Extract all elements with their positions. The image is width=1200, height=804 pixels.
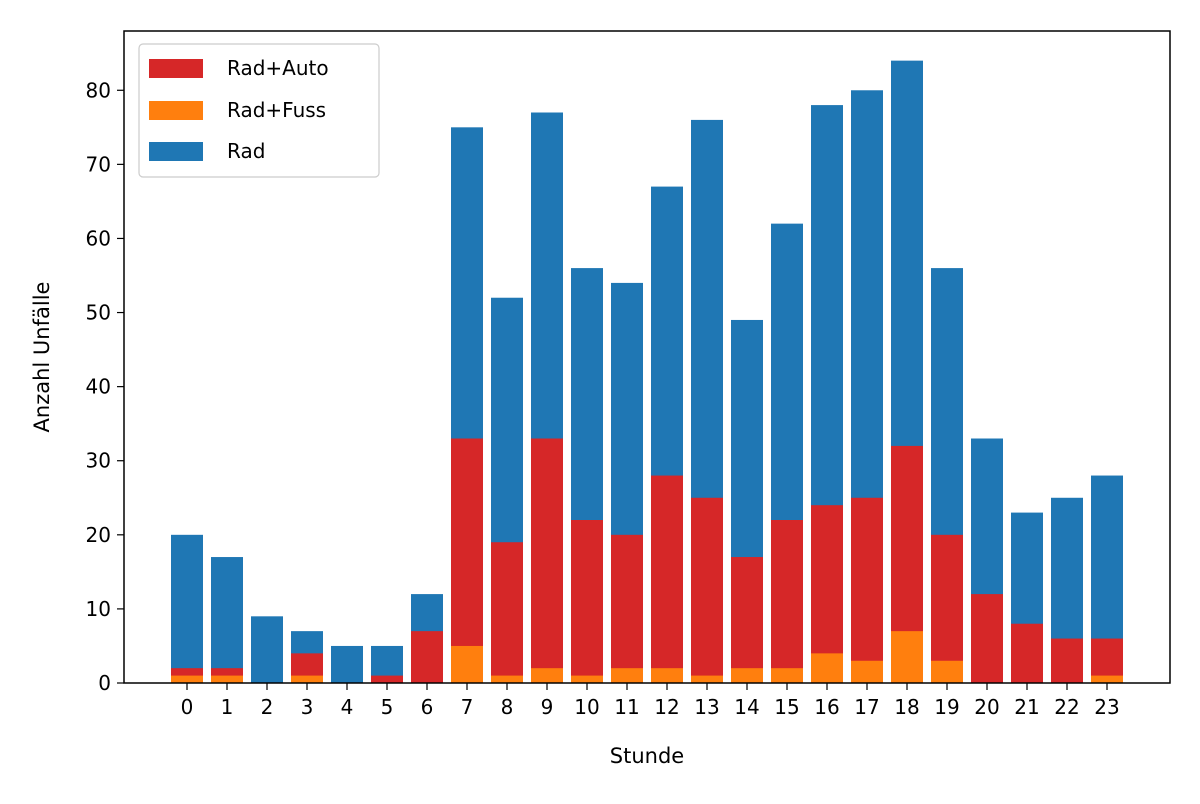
x-tick-label-20: 20 — [974, 695, 999, 719]
y-tick-label-80: 80 — [86, 78, 111, 102]
x-tick-label-22: 22 — [1054, 695, 1079, 719]
x-tick-label-3: 3 — [301, 695, 314, 719]
bar-rad-fuss-11 — [611, 668, 643, 683]
bar-rad-auto-12 — [651, 475, 683, 683]
bar-rad-fuss-23 — [1091, 675, 1123, 683]
bar-rad-2 — [251, 616, 283, 683]
x-axis-label: Stunde — [610, 744, 684, 768]
x-tick-label-23: 23 — [1094, 695, 1119, 719]
y-axis-label: Anzahl Unfälle — [30, 282, 54, 433]
x-tick-label-4: 4 — [341, 695, 354, 719]
bar-rad-auto-5 — [371, 675, 403, 683]
bar-rad-fuss-14 — [731, 668, 763, 683]
y-tick-label-30: 30 — [86, 449, 111, 473]
x-tick-label-18: 18 — [894, 695, 919, 719]
bar-rad-fuss-12 — [651, 668, 683, 683]
x-tick-label-9: 9 — [541, 695, 554, 719]
bar-rad-4 — [331, 645, 363, 683]
legend-swatch-rad — [149, 142, 203, 161]
x-tick-label-6: 6 — [421, 695, 434, 719]
bar-rad-auto-8 — [491, 542, 523, 683]
bar-rad-auto-17 — [851, 497, 883, 683]
bar-rad-auto-10 — [571, 520, 603, 683]
legend: Rad+Auto Rad+Fuss Rad — [138, 43, 380, 178]
y-tick-label-20: 20 — [86, 523, 111, 547]
y-tick-label-10: 10 — [86, 597, 111, 621]
bar-rad-fuss-0 — [171, 675, 203, 683]
legend-label-rad-auto: Rad+Auto — [227, 56, 329, 80]
y-tick-label-40: 40 — [86, 375, 111, 399]
x-tick-label-12: 12 — [654, 695, 679, 719]
legend-label-rad-fuss: Rad+Fuss — [227, 98, 326, 122]
bar-rad-fuss-7 — [451, 645, 483, 683]
bar-rad-auto-15 — [771, 520, 803, 683]
x-tick-label-14: 14 — [734, 695, 759, 719]
x-tick-label-0: 0 — [181, 695, 194, 719]
bar-rad-fuss-3 — [291, 675, 323, 683]
bar-rad-fuss-10 — [571, 675, 603, 683]
bar-rad-auto-21 — [1011, 623, 1043, 683]
bar-rad-0 — [171, 534, 203, 683]
bar-rad-1 — [211, 557, 243, 683]
bar-rad-fuss-15 — [771, 668, 803, 683]
x-tick-label-10: 10 — [574, 695, 599, 719]
y-tick-label-70: 70 — [86, 152, 111, 176]
plot-frame — [123, 30, 1171, 684]
bar-rad-fuss-1 — [211, 675, 243, 683]
bar-rad-fuss-17 — [851, 660, 883, 683]
x-tick-label-7: 7 — [461, 695, 474, 719]
bar-rad-fuss-13 — [691, 675, 723, 683]
bar-rad-auto-20 — [971, 594, 1003, 683]
legend-swatch-rad-auto — [149, 59, 203, 78]
x-tick-label-8: 8 — [501, 695, 514, 719]
bar-rad-fuss-16 — [811, 653, 843, 683]
y-tick-label-60: 60 — [86, 226, 111, 250]
x-tick-label-1: 1 — [221, 695, 234, 719]
x-tick-label-15: 15 — [774, 695, 799, 719]
bar-rad-fuss-8 — [491, 675, 523, 683]
legend-label-rad: Rad — [227, 139, 265, 163]
bar-rad-auto-13 — [691, 497, 723, 683]
axes-layer: 0 1 2 3 4 5 6 7 8 9 10 11 12 13 14 15 16 17 18 19 20 21 22 2301… — [86, 30, 1171, 719]
x-tick-label-13: 13 — [694, 695, 719, 719]
bar-rad-auto-9 — [531, 438, 563, 683]
x-tick-label-5: 5 — [381, 695, 394, 719]
x-tick-label-2: 2 — [261, 695, 274, 719]
bar-rad-auto-11 — [611, 534, 643, 683]
x-tick-label-11: 11 — [614, 695, 639, 719]
x-tick-label-16: 16 — [814, 695, 839, 719]
bar-rad-auto-6 — [411, 631, 443, 683]
bar-rad-auto-19 — [931, 534, 963, 683]
x-tick-label-21: 21 — [1014, 695, 1039, 719]
bar-rad-fuss-18 — [891, 631, 923, 683]
bar-rad-fuss-19 — [931, 660, 963, 683]
bar-rad-auto-22 — [1051, 638, 1083, 683]
y-tick-label-0: 0 — [98, 671, 111, 695]
bar-rad-auto-14 — [731, 557, 763, 683]
x-tick-label-19: 19 — [934, 695, 959, 719]
y-tick-label-50: 50 — [86, 301, 111, 325]
legend-swatch-rad-fuss — [149, 101, 203, 120]
bar-rad-fuss-9 — [531, 668, 563, 683]
bars-layer — [171, 60, 1123, 684]
x-tick-label-17: 17 — [854, 695, 879, 719]
bar-rad-auto-7 — [451, 438, 483, 683]
